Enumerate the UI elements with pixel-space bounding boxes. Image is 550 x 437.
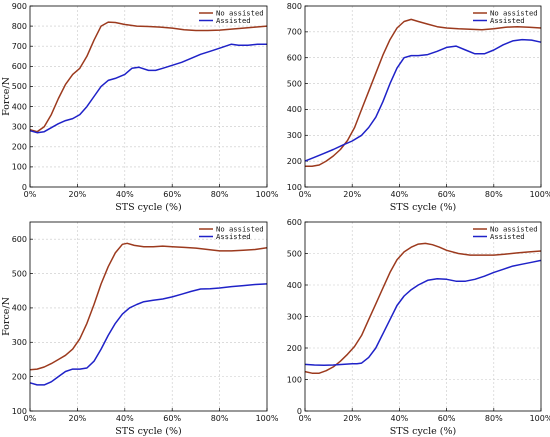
y-tick-label: 200 bbox=[12, 143, 27, 152]
y-tick-label: 700 bbox=[12, 42, 27, 51]
plot-frame bbox=[29, 5, 268, 188]
y-tick-label: 500 bbox=[287, 79, 302, 88]
y-tick-label: 100 bbox=[287, 375, 302, 384]
x-tick-label: 100% bbox=[256, 190, 279, 199]
y-tick-label: 300 bbox=[287, 131, 302, 140]
y-tick-label: 100 bbox=[287, 183, 302, 192]
y-axis-label: Force/N bbox=[1, 77, 12, 116]
y-tick-label: 0 bbox=[22, 183, 27, 192]
x-tick-label: 20% bbox=[343, 190, 361, 199]
y-tick-label: 800 bbox=[287, 2, 302, 11]
x-axis-label: STS cycle (%) bbox=[390, 202, 457, 213]
y-tick-label: 600 bbox=[287, 54, 302, 63]
x-tick-label: 100% bbox=[530, 190, 550, 199]
x-axis-label: STS cycle (%) bbox=[390, 426, 457, 437]
x-tick-label: 40% bbox=[391, 190, 409, 199]
x-tick-label: 20% bbox=[69, 414, 87, 423]
legend-label: Assisted bbox=[216, 16, 251, 25]
y-tick-label: 600 bbox=[12, 235, 27, 244]
legend-label: No assisted bbox=[216, 9, 264, 18]
series-line-no-assisted bbox=[305, 18, 542, 168]
y-tick-label: 400 bbox=[12, 102, 27, 111]
x-axis-label: STS cycle (%) bbox=[115, 426, 182, 437]
y-tick-label: 500 bbox=[12, 82, 27, 91]
legend-label: No assisted bbox=[216, 225, 264, 234]
plot-frame bbox=[29, 221, 268, 412]
x-tick-label: 0% bbox=[299, 190, 312, 199]
x-tick-label: 80% bbox=[211, 414, 229, 423]
x-tick-label: 60% bbox=[163, 414, 181, 423]
y-tick-label: 400 bbox=[12, 304, 27, 313]
x-tick-label: 0% bbox=[24, 414, 37, 423]
x-tick-label: 80% bbox=[211, 190, 229, 199]
y-axis-label: Force/N bbox=[1, 297, 12, 336]
plot-frame bbox=[304, 5, 542, 188]
legend-label: Assisted bbox=[216, 232, 251, 241]
legend-label: Assisted bbox=[490, 232, 525, 241]
x-tick-label: 100% bbox=[256, 414, 279, 423]
series-line-assisted bbox=[29, 43, 267, 134]
series-line-no-assisted bbox=[304, 242, 542, 374]
series-line-assisted bbox=[304, 38, 542, 162]
y-tick-label: 800 bbox=[12, 22, 27, 31]
x-tick-label: 60% bbox=[438, 190, 456, 199]
y-tick-label: 0 bbox=[297, 407, 302, 416]
y-tick-label: 100 bbox=[12, 407, 27, 416]
x-tick-label: 0% bbox=[24, 190, 37, 199]
x-tick-label: 60% bbox=[163, 190, 181, 199]
y-tick-label: 300 bbox=[287, 312, 302, 321]
x-tick-label: 40% bbox=[116, 190, 134, 199]
y-tick-label: 200 bbox=[287, 344, 302, 353]
chart-2: 100 200 300 400 500 600 700 800 0% 20% 40% 60% 80% 10… bbox=[287, 2, 550, 213]
y-tick-label: 700 bbox=[287, 28, 302, 37]
x-tick-label: 60% bbox=[438, 414, 456, 423]
chart-4: 0 100 200 300 400 500 600 0% 20% 40% 60% 80% 100% No … bbox=[287, 218, 550, 437]
series-line-assisted bbox=[29, 283, 268, 386]
y-tick-label: 400 bbox=[287, 105, 302, 114]
x-tick-label: 80% bbox=[485, 190, 503, 199]
x-tick-label: 20% bbox=[343, 414, 361, 423]
legend-label: Assisted bbox=[490, 16, 525, 25]
x-tick-label: 100% bbox=[530, 414, 550, 423]
y-tick-label: 900 bbox=[12, 2, 27, 11]
y-tick-label: 500 bbox=[12, 269, 27, 278]
y-tick-label: 300 bbox=[12, 122, 27, 131]
series-line-no-assisted bbox=[29, 242, 268, 371]
y-tick-label: 500 bbox=[287, 249, 302, 258]
y-tick-label: 200 bbox=[287, 157, 302, 166]
y-tick-label: 100 bbox=[12, 163, 27, 172]
x-tick-label: 40% bbox=[116, 414, 134, 423]
x-tick-label: 40% bbox=[391, 414, 409, 423]
y-tick-label: 600 bbox=[287, 218, 302, 227]
legend-label: No assisted bbox=[490, 9, 538, 18]
y-tick-label: 600 bbox=[12, 62, 27, 71]
x-tick-label: 0% bbox=[299, 414, 312, 423]
chart-1: 0 100 200 300 400 500 600 700 800 900 0% 20% 40% 60% 8… bbox=[1, 2, 279, 213]
y-tick-label: 400 bbox=[287, 281, 302, 290]
legend-label: No assisted bbox=[490, 225, 538, 234]
plot-frame bbox=[304, 221, 542, 412]
series-line-no-assisted bbox=[29, 21, 268, 133]
series-line-assisted bbox=[304, 259, 542, 367]
x-axis-label: STS cycle (%) bbox=[115, 202, 182, 213]
x-tick-label: 80% bbox=[485, 414, 503, 423]
x-tick-label: 20% bbox=[69, 190, 87, 199]
chart-3: 100 200 300 400 500 600 0% 20% 40% 60% 80% 100% No a… bbox=[1, 221, 279, 437]
y-tick-label: 200 bbox=[12, 372, 27, 381]
y-tick-label: 300 bbox=[12, 338, 27, 347]
